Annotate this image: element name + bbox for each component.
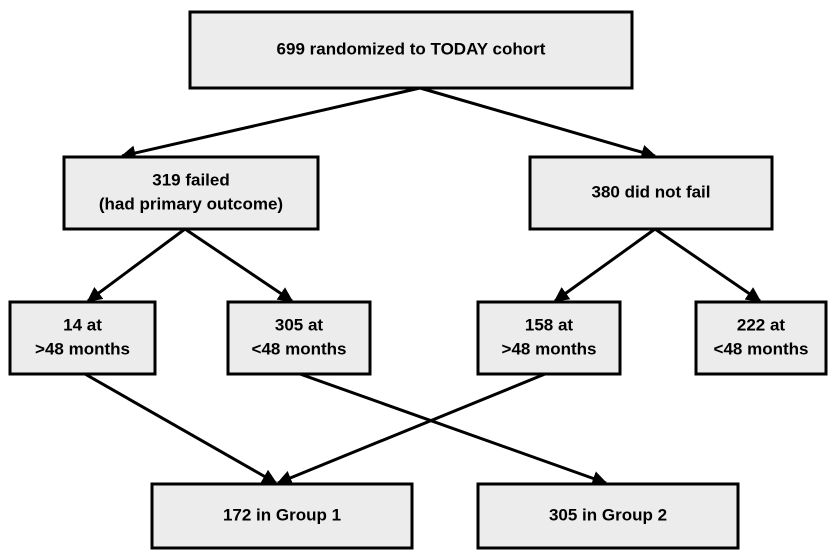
node: 699 randomized to TODAY cohort (188, 10, 634, 90)
node-label: 699 randomized to TODAY cohort (277, 39, 546, 58)
node: 305 in Group 2 (476, 482, 740, 550)
node-box (476, 482, 740, 550)
node-label: 380 did not fail (591, 182, 710, 201)
node-label: 14 at (63, 315, 102, 334)
arrow (654, 227, 762, 303)
node-box (476, 300, 622, 376)
node-label: <48 months (252, 339, 347, 358)
node-label: >48 months (502, 339, 597, 358)
node-box (528, 155, 774, 231)
arrow (184, 227, 294, 303)
node-label: >48 months (35, 339, 130, 358)
node: 305 at <48 months (226, 300, 372, 376)
node: 222 at <48 months (694, 300, 828, 376)
node-box (8, 300, 157, 376)
arrow (299, 372, 608, 486)
node-label: 172 in Group 1 (223, 505, 341, 524)
node-label: 305 in Group 2 (549, 505, 667, 524)
node: 158 at >48 months (476, 300, 622, 376)
node-box (694, 300, 828, 376)
node-label: (had primary outcome) (99, 194, 283, 213)
node: 319 failed (had primary outcome) (62, 155, 320, 231)
arrow (553, 227, 656, 303)
arrow (120, 86, 421, 161)
arrows (84, 86, 762, 486)
node: 14 at >48 months (8, 300, 157, 376)
node: 380 did not fail (528, 155, 774, 231)
node-label: <48 months (714, 339, 809, 358)
node-box (188, 10, 634, 90)
node-box (62, 155, 320, 231)
node-box (150, 482, 414, 550)
node-label: 222 at (737, 315, 786, 334)
node-label: 319 failed (152, 170, 230, 189)
node-label: 158 at (525, 315, 574, 334)
node-box (226, 300, 372, 376)
arrow (86, 227, 186, 303)
node-label: 305 at (275, 315, 324, 334)
arrow (84, 372, 278, 485)
node: 172 in Group 1 (150, 482, 414, 550)
arrow (276, 372, 546, 485)
arrow (419, 86, 657, 160)
